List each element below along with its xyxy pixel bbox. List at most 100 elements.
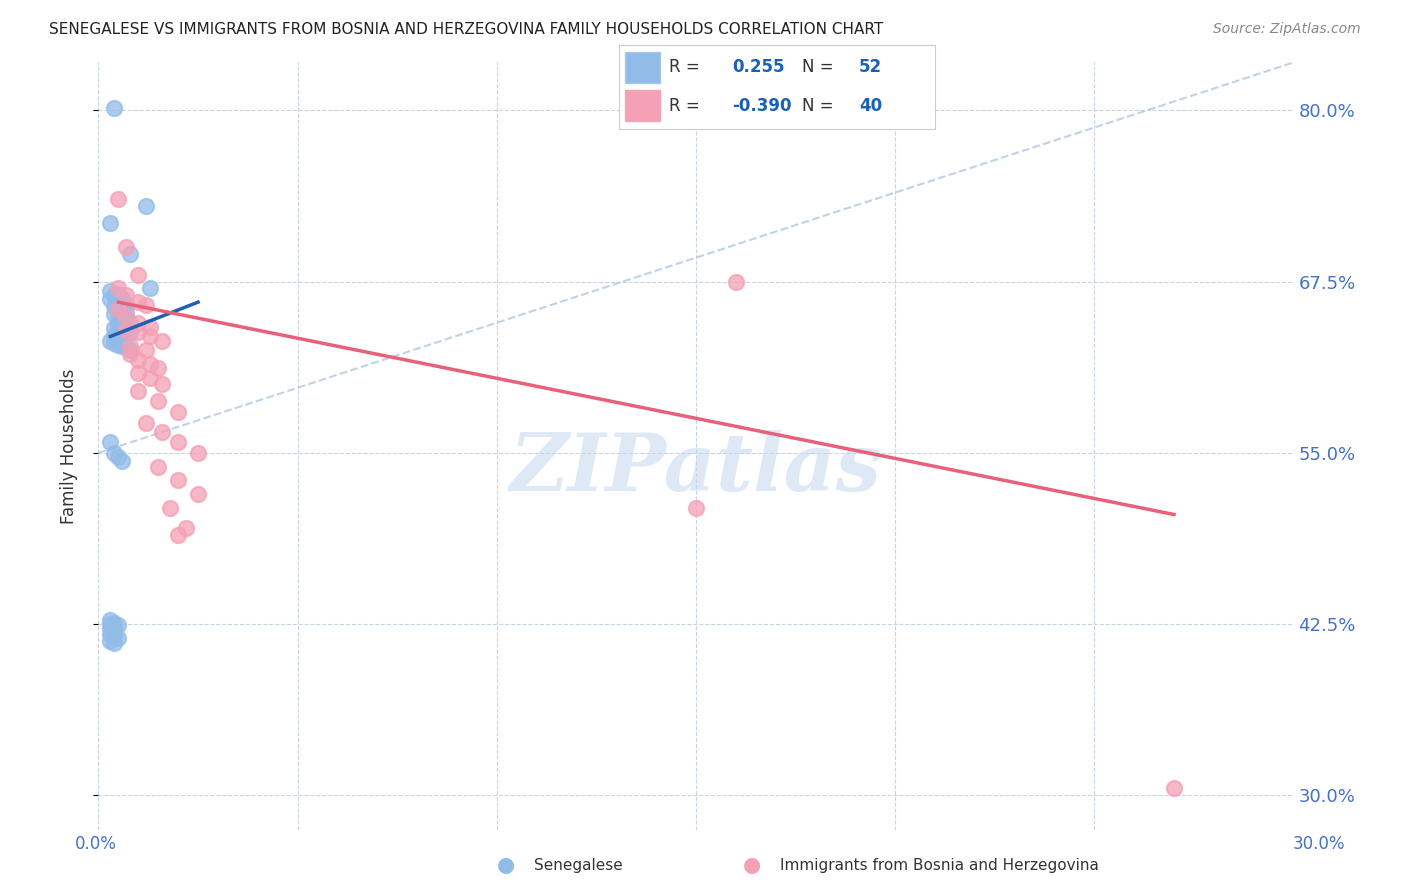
Point <box>103 615 125 630</box>
Point <box>107 311 129 326</box>
Point <box>115 306 138 320</box>
Text: R =: R = <box>669 59 706 77</box>
Point <box>120 347 142 361</box>
FancyBboxPatch shape <box>624 90 659 120</box>
Point <box>107 317 129 331</box>
Point <box>98 334 122 348</box>
Text: 0.0%: 0.0% <box>75 835 117 853</box>
Point <box>127 367 149 381</box>
FancyBboxPatch shape <box>624 53 659 83</box>
Point <box>724 275 747 289</box>
Point <box>98 617 122 632</box>
Point <box>98 626 122 640</box>
Point <box>103 321 125 335</box>
Text: 52: 52 <box>859 59 882 77</box>
Point <box>139 329 162 343</box>
Point <box>150 334 173 348</box>
Point <box>127 326 149 340</box>
Text: 30.0%: 30.0% <box>1292 835 1346 853</box>
Point <box>103 624 125 638</box>
Point <box>107 450 129 464</box>
Point <box>139 319 162 334</box>
Text: R =: R = <box>669 96 706 114</box>
Point <box>98 613 122 627</box>
Point <box>174 521 197 535</box>
Point <box>107 301 129 316</box>
Text: 0.255: 0.255 <box>733 59 785 77</box>
Point <box>135 199 157 213</box>
Point <box>148 360 170 375</box>
Point <box>103 101 125 115</box>
Point <box>98 216 122 230</box>
Text: Senegalese: Senegalese <box>534 858 623 872</box>
Point <box>167 405 190 419</box>
Point <box>98 293 122 307</box>
Point <box>115 322 138 336</box>
Text: ●: ● <box>744 855 761 875</box>
Point <box>115 313 138 327</box>
Point <box>107 287 129 301</box>
Point <box>103 620 125 634</box>
Point <box>150 377 173 392</box>
Point <box>107 337 129 351</box>
Point <box>107 631 129 645</box>
Point <box>107 193 129 207</box>
Point <box>1163 781 1185 796</box>
Text: 40: 40 <box>859 96 882 114</box>
Point <box>115 322 138 336</box>
Text: N =: N = <box>801 59 839 77</box>
Point <box>115 309 138 323</box>
Point <box>103 308 125 322</box>
Point <box>98 633 122 648</box>
Point <box>107 326 129 341</box>
Point <box>115 298 138 312</box>
Point <box>187 487 209 501</box>
Point <box>98 621 122 635</box>
Text: SENEGALESE VS IMMIGRANTS FROM BOSNIA AND HERZEGOVINA FAMILY HOUSEHOLDS CORRELATI: SENEGALESE VS IMMIGRANTS FROM BOSNIA AND… <box>49 22 883 37</box>
Point <box>103 446 125 460</box>
Point <box>103 336 125 351</box>
Point <box>139 281 162 295</box>
Text: N =: N = <box>801 96 839 114</box>
Point <box>148 459 170 474</box>
Point <box>111 454 134 468</box>
Point <box>111 329 134 343</box>
Point <box>103 636 125 650</box>
Point <box>115 340 138 354</box>
Point <box>159 500 181 515</box>
Point <box>685 500 707 515</box>
Text: Source: ZipAtlas.com: Source: ZipAtlas.com <box>1213 22 1361 37</box>
Point <box>103 328 125 343</box>
Point <box>127 384 149 399</box>
Point <box>139 357 162 371</box>
Point <box>120 326 142 340</box>
Text: -0.390: -0.390 <box>733 96 792 114</box>
Point <box>127 316 149 330</box>
Point <box>115 240 138 254</box>
Point <box>107 332 129 346</box>
Point <box>167 434 190 449</box>
Point <box>167 473 190 487</box>
Point <box>98 284 122 298</box>
Point <box>111 301 134 316</box>
Point <box>107 618 129 632</box>
Point <box>107 295 129 310</box>
Point <box>135 343 157 358</box>
Point <box>107 281 129 295</box>
Point <box>127 352 149 367</box>
Point <box>139 370 162 384</box>
Point <box>107 303 129 318</box>
Point <box>120 316 142 330</box>
Point <box>148 393 170 408</box>
Point <box>167 528 190 542</box>
Point <box>103 288 125 302</box>
Text: ●: ● <box>498 855 515 875</box>
Point <box>111 318 134 333</box>
Point <box>120 247 142 261</box>
Point <box>98 434 122 449</box>
Text: ZIPatlas: ZIPatlas <box>510 430 882 508</box>
Point <box>127 295 149 310</box>
Y-axis label: Family Households: Family Households <box>59 368 77 524</box>
Point <box>103 629 125 643</box>
Point <box>111 309 134 323</box>
